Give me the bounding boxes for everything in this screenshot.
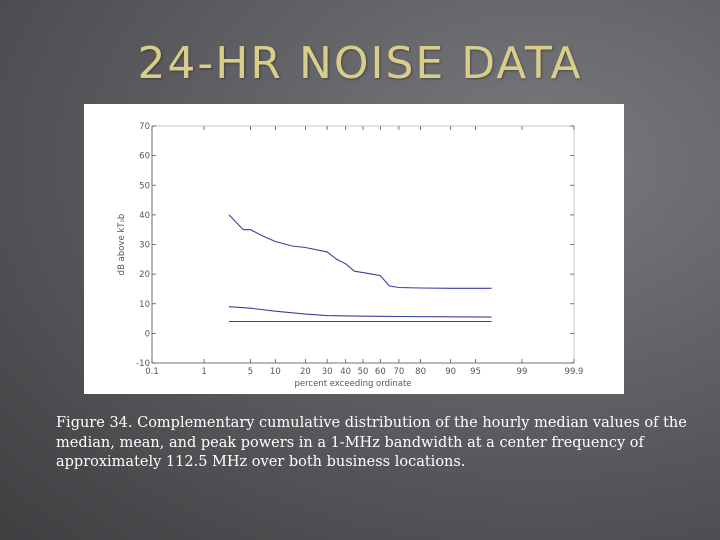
x-axis-label: percent exceeding ordinate — [294, 379, 411, 389]
series-line-1 — [228, 214, 492, 289]
x-tick-label: 30 — [322, 367, 333, 377]
x-tick-label: 80 — [415, 367, 426, 377]
x-tick-label: 90 — [445, 367, 456, 377]
x-tick-label: 40 — [340, 367, 351, 377]
plot-area-frame — [151, 125, 575, 364]
x-tick-label: 10 — [270, 367, 281, 377]
y-tick-label: 0 — [145, 329, 150, 339]
x-tick-label: 99 — [517, 367, 528, 377]
y-tick-label: 10 — [139, 300, 150, 310]
x-tick-label: 70 — [393, 367, 404, 377]
x-tick-label: 5 — [248, 367, 253, 377]
y-tick-label: 70 — [139, 122, 150, 132]
x-tick-label: 99.9 — [565, 367, 584, 377]
y-tick-label: -10 — [136, 359, 150, 369]
x-tick-label: 60 — [375, 367, 386, 377]
y-tick-label: 30 — [139, 241, 150, 251]
y-axis-label: dB above kT₀b — [117, 214, 127, 276]
x-tick-label: 20 — [300, 367, 311, 377]
y-tick-label: 60 — [139, 152, 150, 162]
slide-title: 24-HR NOISE DATA — [137, 38, 583, 89]
y-tick-label: 50 — [139, 181, 150, 191]
figure-caption: Figure 34. Complementary cumulative dist… — [56, 415, 687, 470]
y-tick-label: 20 — [139, 270, 150, 280]
chart-frame: -10 0 10 20 30 40 50 60 70 0.1 1 5 10 20 30 40 50 60 70 80 9… — [84, 104, 624, 394]
x-tick-label: 0.1 — [145, 367, 159, 377]
noise-distribution-chart: -10 0 10 20 30 40 50 60 70 0.1 1 5 10 20 30 40 50 60 70 80 9… — [117, 122, 584, 389]
y-tick-label: 40 — [139, 211, 150, 221]
series-line-2 — [228, 306, 492, 318]
x-tick-label: 95 — [470, 367, 481, 377]
x-tick-label: 1 — [201, 367, 206, 377]
x-tick-label: 50 — [358, 367, 369, 377]
